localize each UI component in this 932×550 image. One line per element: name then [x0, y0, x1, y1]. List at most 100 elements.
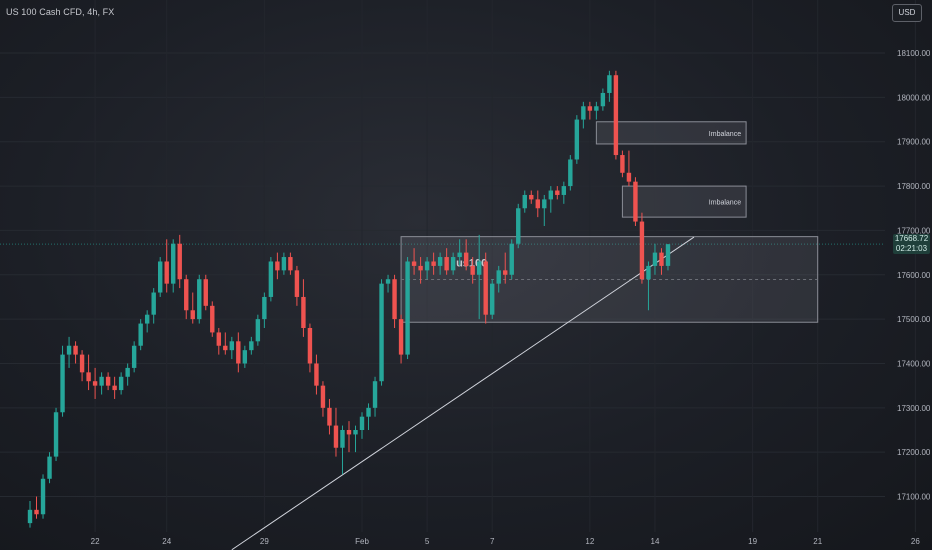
- candle-body: [275, 261, 280, 271]
- candle-body: [125, 367, 130, 377]
- price-tick-label: 18100.00: [897, 49, 931, 58]
- price-tick-label: 17100.00: [897, 493, 931, 502]
- candle-body: [633, 181, 638, 222]
- candle-body: [398, 319, 404, 355]
- time-tick-label: 24: [162, 537, 171, 546]
- candle-body: [197, 279, 202, 320]
- candle-body: [99, 376, 104, 386]
- candle-body: [411, 261, 417, 266]
- candle-body: [268, 261, 274, 297]
- candle-body: [164, 261, 169, 284]
- price-tick-label: 17600.00: [897, 271, 931, 280]
- candle-body: [529, 194, 534, 200]
- candle-body: [79, 354, 85, 373]
- candle-body: [255, 319, 261, 342]
- candle-body: [535, 199, 540, 209]
- price-axis: 17100.00 17200.00 17300.00 17400.00 17500.00…: [897, 49, 931, 501]
- candle-body: [320, 385, 326, 408]
- candle-body: [314, 363, 319, 386]
- price-tick-label: 17400.00: [897, 359, 931, 368]
- candle-body: [86, 372, 91, 382]
- candle-body: [542, 199, 547, 209]
- candle-body: [516, 208, 521, 244]
- candle-body: [607, 75, 612, 93]
- candle-body: [483, 261, 488, 315]
- candle-body: [646, 265, 651, 280]
- time-tick-label: 22: [91, 537, 100, 546]
- candle-body: [144, 314, 150, 324]
- candle-body: [418, 265, 423, 271]
- candle-body: [600, 92, 606, 107]
- candle-body: [463, 252, 469, 266]
- candle-body: [105, 376, 111, 386]
- candle-body: [307, 328, 313, 364]
- time-tick-label: 19: [748, 537, 757, 546]
- candle-body: [294, 270, 300, 297]
- candles-layer: [27, 70, 671, 528]
- candle-body: [476, 261, 482, 275]
- candle-body: [450, 257, 456, 271]
- candle-body: [301, 296, 306, 328]
- candle-body: [216, 332, 221, 346]
- trendline-layer: [231, 236, 695, 550]
- candle-body: [340, 430, 345, 448]
- price-tick-label: 17300.00: [897, 404, 931, 413]
- candle-body: [281, 257, 287, 271]
- candle-body: [73, 345, 78, 355]
- candle-body: [236, 341, 241, 364]
- time-tick-label: Feb: [355, 537, 369, 546]
- bar-countdown: 02:21:03: [895, 244, 928, 254]
- currency-button[interactable]: USD: [892, 4, 922, 22]
- candle-body: [626, 172, 632, 182]
- candle-body: [242, 350, 248, 364]
- candle-body: [92, 381, 98, 386]
- candle-body: [190, 310, 195, 320]
- price-tick-label: 18000.00: [897, 93, 931, 102]
- candle-body: [262, 296, 267, 320]
- zone-label: Imbalance: [709, 131, 741, 138]
- zone-box: [595, 121, 747, 145]
- candle-body: [151, 292, 156, 315]
- candle-body: [652, 252, 658, 266]
- time-tick-label: 7: [490, 537, 495, 546]
- candle-body: [229, 341, 235, 351]
- candle-body: [379, 283, 384, 382]
- last-price-tag: 17668.72 02:21:03: [893, 234, 930, 255]
- candle-body: [138, 323, 143, 346]
- time-tick-label: 26: [911, 537, 920, 546]
- time-tick-label: 12: [585, 537, 594, 546]
- candle-body: [372, 381, 378, 408]
- trendline: [231, 236, 695, 550]
- candle-body: [548, 190, 553, 200]
- price-tick-label: 17700.00: [897, 226, 931, 235]
- candle-body: [34, 509, 39, 515]
- candle-body: [620, 155, 625, 173]
- candle-body: [210, 305, 215, 333]
- candle-body: [574, 119, 580, 160]
- candle-body: [353, 430, 358, 435]
- candle-body: [613, 75, 619, 156]
- candle-body: [112, 385, 117, 391]
- time-tick-label: 29: [260, 537, 269, 546]
- candle-body: [639, 221, 645, 280]
- candle-body: [288, 257, 293, 271]
- candle-body: [359, 416, 365, 430]
- candle-body: [40, 478, 46, 515]
- zone-label: Imbalance: [709, 200, 741, 207]
- candle-body: [385, 279, 391, 284]
- last-price-value: 17668.72: [894, 234, 929, 244]
- time-tick-label: 14: [651, 537, 660, 546]
- time-tick-label: 21: [813, 537, 822, 546]
- candle-body: [659, 252, 664, 266]
- price-tick-label: 17200.00: [897, 448, 931, 457]
- candle-body: [437, 257, 443, 266]
- candle-body: [561, 186, 567, 195]
- candle-body: [457, 252, 462, 258]
- price-tick-label: 17500.00: [897, 315, 931, 324]
- price-tick-label: 17800.00: [897, 182, 931, 191]
- candle-body: [509, 243, 514, 275]
- candle-body: [665, 244, 671, 266]
- candle-body: [490, 283, 495, 315]
